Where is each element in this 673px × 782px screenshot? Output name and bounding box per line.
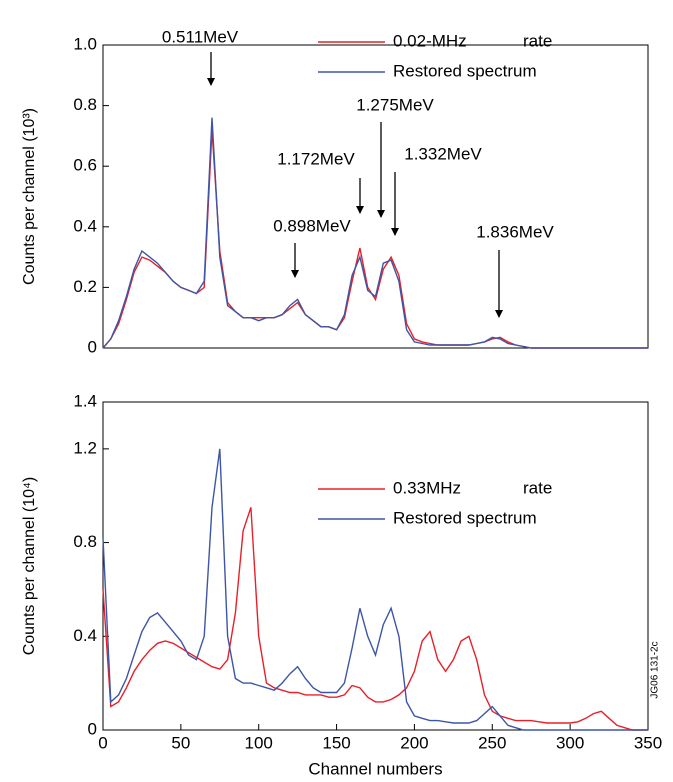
y-tick-label: 0.2: [73, 277, 97, 296]
x-axis-label: Channel numbers: [308, 759, 442, 778]
peak-label: 1.275MeV: [356, 95, 434, 114]
series-line: [102, 507, 648, 731]
series-line: [102, 129, 648, 349]
peak-label: 1.836MeV: [476, 222, 554, 241]
y-tick-label: 1.0: [73, 34, 97, 53]
x-tick-label: 300: [556, 733, 584, 752]
x-tick-label: 150: [322, 733, 350, 752]
series-line: [102, 448, 648, 731]
plot-frame: [102, 401, 649, 731]
legend-rate: rate: [523, 31, 552, 50]
peak-label: 0.511MeV: [162, 27, 239, 46]
legend-label: Restored spectrum: [393, 61, 537, 80]
x-tick-label: 100: [245, 733, 273, 752]
y-axis-label: Counts per channel (10³): [21, 108, 38, 285]
y-tick-label: 0.8: [73, 95, 97, 114]
y-tick-label: 0: [88, 337, 97, 356]
y-axis-label: Counts per channel (10⁴): [21, 477, 38, 656]
y-tick-label: 0.4: [73, 216, 97, 235]
legend-label: 0.02-MHz: [393, 31, 467, 50]
y-tick-label: 1.4: [73, 391, 97, 410]
peak-label: 1.172MeV: [277, 149, 355, 168]
x-tick-label: 50: [171, 733, 190, 752]
peak-label: 0.898MeV: [273, 216, 351, 235]
plot-frame: [102, 44, 649, 349]
legend-label: 0.33MHz: [393, 478, 461, 497]
y-tick-label: 0.6: [73, 156, 97, 175]
legend-label: Restored spectrum: [393, 508, 537, 527]
series-line: [102, 117, 648, 349]
x-tick-label: 250: [478, 733, 506, 752]
y-tick-label: 0.8: [73, 532, 97, 551]
figure-id: JG06 131-2c: [650, 641, 661, 698]
peak-label: 1.332MeV: [404, 144, 482, 163]
x-tick-label: 200: [400, 733, 428, 752]
x-tick-label: 350: [634, 733, 662, 752]
x-tick-label: 0: [98, 733, 107, 752]
y-tick-label: 1.2: [73, 438, 97, 457]
legend-rate: rate: [523, 478, 552, 497]
y-tick-label: 0: [88, 719, 97, 738]
y-tick-label: 0.4: [73, 626, 97, 645]
